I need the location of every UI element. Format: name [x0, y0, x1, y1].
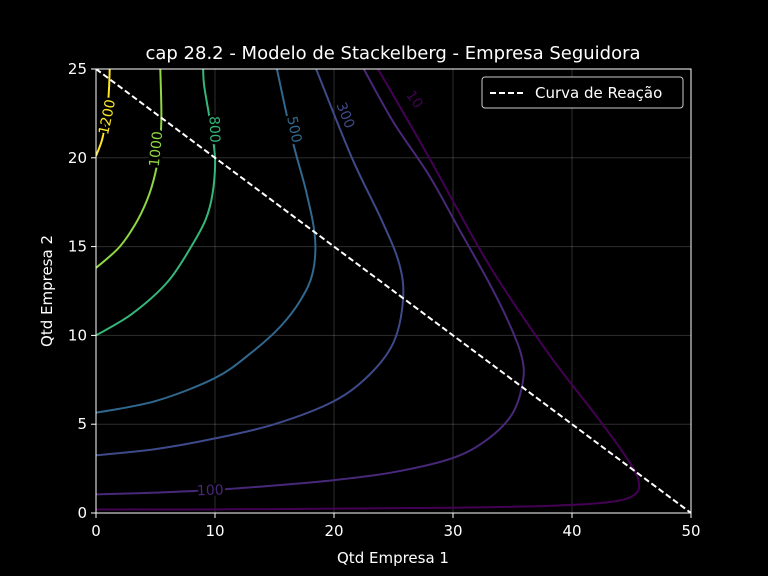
x-tick-label: 0 — [91, 522, 101, 540]
x-axis-ticks: 0 10 20 30 40 50 — [91, 513, 701, 540]
contour-label-800: 800 — [206, 116, 223, 143]
contour-line-800 — [96, 69, 217, 337]
contour-line-500 — [96, 69, 317, 414]
reaction-curve-line — [96, 69, 691, 513]
contour-line-1000 — [96, 69, 163, 269]
plot-frame — [95, 68, 692, 514]
x-axis-label: Qtd Empresa 1 — [337, 549, 449, 567]
contour-line-10 — [96, 69, 641, 511]
legend-entry-label: Curva de Reação — [535, 84, 662, 102]
x-tick-label: 40 — [562, 522, 581, 540]
contour-label-100: 100 — [197, 482, 224, 499]
contour-line-300 — [96, 69, 405, 457]
y-tick-label: 0 — [77, 504, 87, 522]
y-axis-ticks: 0 5 10 15 20 25 — [68, 60, 96, 522]
y-tick-label: 10 — [68, 326, 87, 344]
reaction-curve-group — [96, 69, 691, 513]
x-tick-label: 20 — [324, 522, 343, 540]
y-tick-label: 5 — [77, 415, 87, 433]
legend-box — [481, 76, 684, 109]
contour-line-100 — [96, 69, 525, 496]
legend: Curva de Reação — [481, 76, 684, 109]
y-axis-label: Qtd Empresa 2 — [38, 235, 56, 347]
x-tick-label: 30 — [443, 522, 462, 540]
contour-line-1200 — [96, 69, 111, 157]
y-tick-label: 25 — [68, 60, 87, 78]
x-tick-label: 50 — [681, 522, 700, 540]
chart-title: cap 28.2 - Modelo de Stackelberg - Empre… — [145, 43, 640, 64]
y-tick-label: 15 — [68, 238, 87, 256]
contour-lines — [96, 69, 641, 511]
x-tick-label: 10 — [205, 522, 224, 540]
y-tick-label: 20 — [68, 149, 87, 167]
